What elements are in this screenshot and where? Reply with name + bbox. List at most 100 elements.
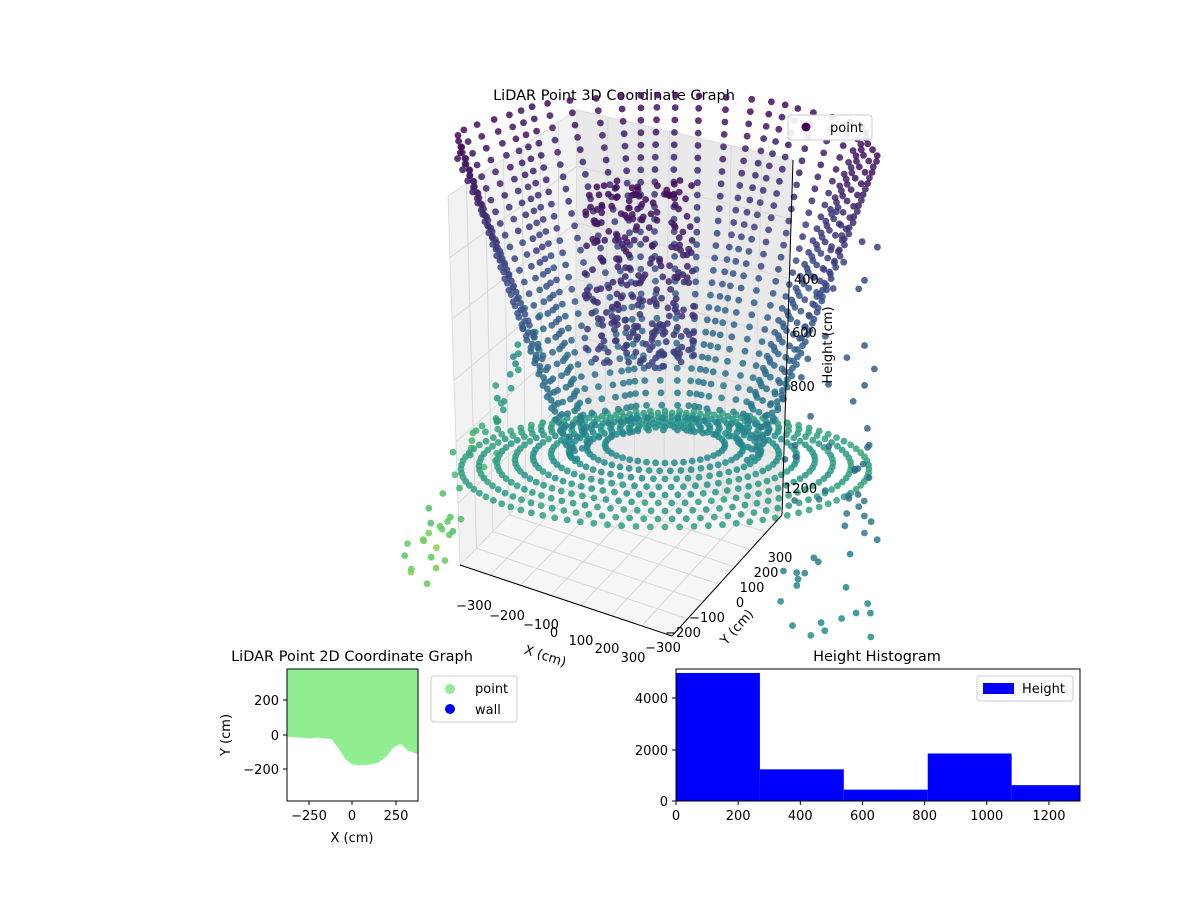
point-marker [823, 282, 830, 289]
point-marker [714, 461, 722, 469]
point-marker [763, 420, 771, 428]
legend-label-height: Height [1022, 682, 1065, 697]
point-marker [695, 104, 703, 112]
point-marker [790, 434, 798, 442]
point-marker [852, 445, 860, 453]
point-marker [595, 433, 603, 441]
point-marker [492, 382, 500, 389]
point-marker [564, 410, 571, 417]
point-marker [752, 446, 760, 453]
point-marker [811, 301, 818, 309]
point-marker [829, 177, 836, 185]
point-marker [743, 335, 751, 343]
point-marker [561, 312, 569, 320]
histogram-bar [927, 753, 1012, 801]
point-marker [860, 151, 867, 159]
point-marker [613, 314, 621, 322]
point-marker [737, 511, 745, 518]
point-marker [535, 313, 542, 321]
point-marker [628, 303, 636, 311]
point-cloud [401, 91, 881, 641]
point-marker [626, 333, 633, 341]
point-marker [588, 485, 596, 492]
point-marker [537, 502, 545, 509]
point-marker [577, 413, 584, 421]
point-marker [611, 326, 618, 333]
grid-line [575, 334, 786, 398]
point-marker [827, 451, 835, 459]
point-marker [551, 407, 559, 415]
point-marker [690, 351, 698, 359]
point-marker [827, 206, 834, 213]
point-marker [487, 156, 495, 164]
point-marker [670, 331, 678, 339]
point-marker [590, 519, 598, 527]
point-marker [482, 493, 490, 501]
point-marker [560, 507, 568, 514]
point-marker [764, 428, 772, 436]
point-marker [668, 219, 676, 227]
point-marker [667, 483, 675, 491]
point-marker [693, 216, 701, 224]
point-marker [650, 295, 658, 303]
point-marker [506, 371, 514, 378]
point-marker [686, 223, 694, 231]
point-marker [676, 523, 683, 531]
point-marker [555, 315, 563, 323]
point-marker [674, 323, 681, 331]
point-marker [686, 389, 694, 397]
point-marker [821, 201, 829, 209]
point-marker [598, 201, 606, 209]
point-marker [802, 471, 809, 479]
point-marker [623, 281, 631, 289]
point-marker [548, 484, 556, 492]
point-marker [748, 95, 756, 103]
point-marker [666, 262, 673, 269]
point-marker [482, 185, 490, 192]
point-marker [759, 187, 767, 194]
point-marker [747, 400, 755, 408]
point-marker [530, 207, 538, 215]
point-marker [591, 371, 599, 378]
point-marker [678, 312, 686, 320]
point-marker [401, 552, 409, 559]
point-marker [858, 238, 866, 246]
point-marker [501, 435, 509, 443]
point-marker [574, 234, 581, 242]
point-marker [542, 176, 550, 184]
point-marker [814, 558, 822, 566]
point-marker [783, 481, 790, 489]
point-marker [775, 450, 783, 458]
point-marker [543, 282, 550, 290]
x-tick-label: 0 [672, 809, 680, 824]
point-marker [848, 169, 856, 177]
grid-line [558, 464, 767, 533]
point-marker [627, 403, 635, 411]
point-marker [789, 269, 797, 276]
point-marker [683, 327, 690, 335]
point-marker [721, 268, 729, 276]
point-marker [695, 498, 702, 506]
point-marker [730, 408, 737, 416]
point-marker [703, 481, 711, 489]
point-marker [590, 453, 597, 461]
point-marker [736, 450, 744, 458]
point-marker [543, 385, 551, 393]
point-marker [611, 418, 618, 426]
point-marker [633, 414, 641, 422]
point-marker [648, 342, 656, 350]
point-marker [695, 117, 702, 125]
point-marker [790, 478, 798, 486]
point-marker [551, 401, 558, 409]
point-marker [762, 174, 770, 182]
point-marker [764, 411, 771, 419]
point-marker [668, 515, 676, 523]
point-marker [769, 290, 777, 297]
point-marker [519, 325, 527, 333]
point-marker [592, 94, 600, 102]
point-marker [432, 564, 440, 572]
point-marker [810, 109, 817, 116]
point-marker [490, 497, 497, 504]
point-marker [765, 226, 772, 234]
point-marker [815, 427, 823, 435]
